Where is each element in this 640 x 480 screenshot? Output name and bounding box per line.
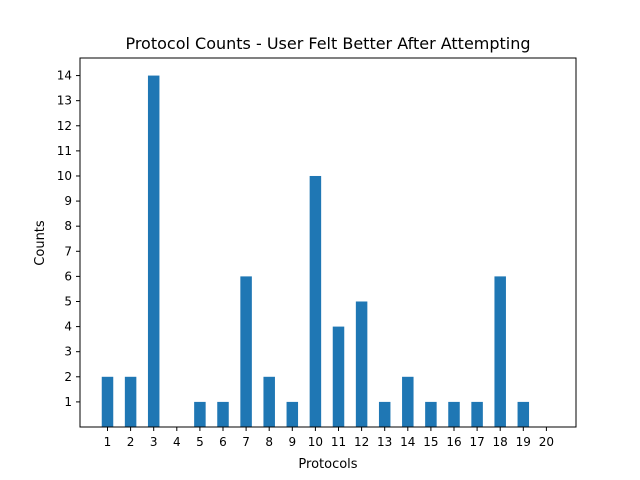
bar-17 [471, 401, 483, 427]
y-tick-label-11: 11 [57, 144, 72, 158]
bar-19 [517, 401, 530, 427]
y-tick-label-8: 8 [64, 219, 72, 233]
bar-1 [101, 376, 114, 427]
x-axis-label: Protocols [298, 457, 357, 472]
y-tick-label-13: 13 [57, 94, 72, 108]
x-tick-label-4: 4 [173, 435, 181, 449]
bar-3 [147, 75, 160, 428]
bar-13 [378, 401, 391, 427]
bar-16 [448, 401, 460, 427]
bar-18 [494, 276, 506, 427]
x-tick-label-11: 11 [331, 435, 346, 449]
bar-11 [332, 326, 345, 427]
y-tick-label-6: 6 [64, 269, 72, 283]
x-tick-label-13: 13 [377, 435, 392, 449]
bar-14 [402, 376, 414, 427]
y-tick-label-4: 4 [64, 320, 72, 334]
x-tick-label-20: 20 [539, 435, 554, 449]
x-ticks-group: 1 2 3 4 5 6 7 8 9 10 11 12 13 14 15 16 17 18 19 20 [104, 427, 554, 449]
x-tick-label-15: 15 [423, 435, 438, 449]
x-tick-label-6: 6 [219, 435, 227, 449]
y-tick-label-12: 12 [57, 119, 72, 133]
x-tick-label-14: 14 [400, 435, 415, 449]
bars-group [101, 75, 530, 428]
y-tick-label-9: 9 [64, 194, 72, 208]
x-tick-label-18: 18 [493, 435, 508, 449]
x-tick-label-16: 16 [446, 435, 461, 449]
y-tick-label-1: 1 [64, 395, 72, 409]
bar-6 [217, 401, 229, 427]
y-tick-label-5: 5 [64, 294, 72, 308]
x-tick-label-12: 12 [354, 435, 369, 449]
bar-5 [194, 401, 206, 427]
bar-10 [309, 175, 322, 427]
bar-7 [240, 276, 252, 427]
bar-15 [425, 401, 437, 427]
x-tick-label-2: 2 [127, 435, 135, 449]
y-tick-label-7: 7 [64, 244, 72, 258]
bar-8 [263, 376, 275, 427]
y-axis-label: Counts [33, 220, 48, 266]
x-tick-label-17: 17 [469, 435, 484, 449]
chart-title: Protocol Counts - User Felt Better After… [125, 34, 530, 53]
x-tick-label-19: 19 [516, 435, 531, 449]
x-tick-label-8: 8 [265, 435, 273, 449]
x-tick-label-3: 3 [150, 435, 158, 449]
y-tick-label-3: 3 [64, 345, 72, 359]
bar-12 [355, 301, 368, 427]
bar-2 [124, 376, 137, 427]
x-tick-label-7: 7 [242, 435, 250, 449]
bar-9 [286, 401, 299, 427]
x-tick-label-9: 9 [288, 435, 296, 449]
y-tick-label-2: 2 [64, 370, 72, 384]
x-tick-label-1: 1 [104, 435, 112, 449]
plot-area-frame [79, 57, 577, 428]
y-tick-label-10: 10 [57, 169, 72, 183]
x-tick-label-5: 5 [196, 435, 204, 449]
y-tick-label-14: 14 [57, 69, 72, 83]
x-tick-label-10: 10 [308, 435, 323, 449]
